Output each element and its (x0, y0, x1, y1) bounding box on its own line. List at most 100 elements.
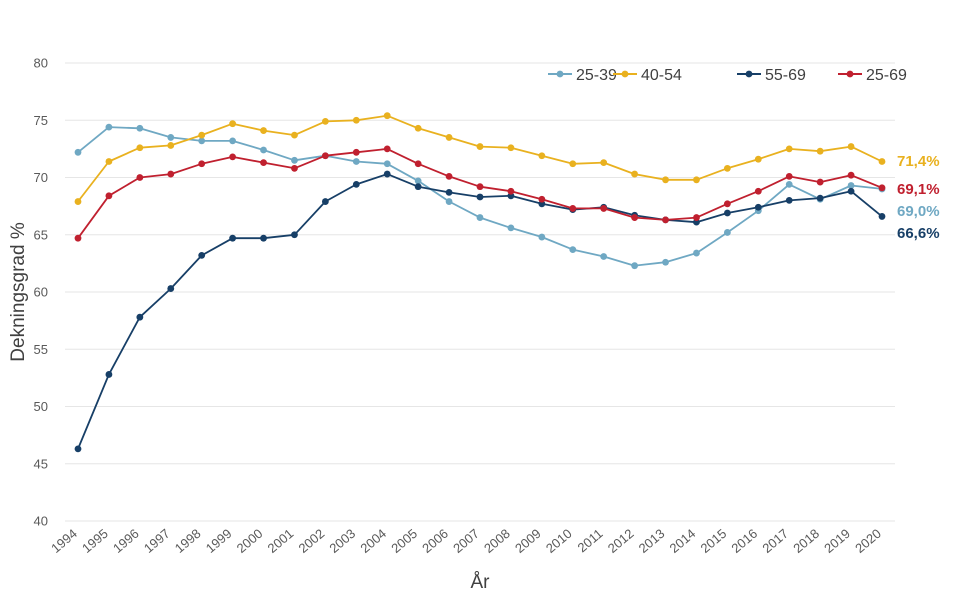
data-point (74, 445, 82, 453)
x-tick-label: 1999 (203, 526, 235, 556)
data-point (136, 124, 144, 132)
x-tick-label: 2004 (357, 526, 389, 556)
legend-marker (745, 70, 753, 78)
y-tick-label: 45 (34, 456, 48, 471)
x-tick-label: 1996 (110, 526, 142, 556)
data-point (538, 152, 546, 160)
data-point (198, 137, 206, 145)
x-tick-label: 1997 (141, 526, 173, 556)
data-point (229, 234, 237, 242)
y-tick-label: 55 (34, 342, 48, 357)
x-tick-label: 2012 (605, 526, 637, 556)
series-40-54 (74, 112, 886, 205)
x-tick-label: 2002 (296, 526, 328, 556)
x-tick-label: 2011 (575, 526, 606, 555)
x-tick-label: 2006 (419, 526, 451, 556)
data-point (414, 183, 422, 191)
legend-item-55-69: 55-69 (737, 67, 806, 84)
data-point (198, 160, 206, 168)
data-point (136, 144, 144, 152)
data-point (352, 116, 360, 124)
data-point (723, 209, 731, 217)
data-point (383, 160, 391, 168)
data-point (816, 178, 824, 186)
series-25-39 (74, 123, 886, 270)
data-point (723, 200, 731, 208)
x-tick-label: 1994 (48, 526, 80, 556)
data-point (476, 143, 484, 150)
data-point (785, 145, 793, 153)
data-point (847, 171, 855, 179)
x-tick-label: 2016 (728, 526, 760, 556)
legend-label: 55-69 (765, 67, 806, 84)
legend-marker (556, 70, 564, 78)
data-point (414, 160, 422, 168)
x-tick-label: 2015 (698, 526, 730, 556)
data-point (198, 131, 206, 139)
x-tick-label: 1995 (79, 526, 111, 556)
data-point (105, 192, 113, 200)
data-point (105, 371, 113, 378)
data-point (476, 214, 484, 221)
data-point (291, 164, 298, 172)
data-point (321, 117, 329, 125)
series-55-69 (74, 170, 886, 453)
data-point (754, 203, 762, 211)
data-point (414, 177, 422, 185)
data-point (445, 172, 453, 180)
y-tick-label: 40 (34, 514, 48, 529)
data-point (816, 147, 824, 155)
end-label-25-69: 69,1% (897, 181, 940, 198)
legend-marker (621, 70, 629, 78)
data-point (693, 176, 700, 184)
data-point (291, 156, 298, 164)
x-tick-label: 1998 (172, 526, 204, 556)
data-point (476, 193, 484, 201)
data-point (569, 246, 577, 254)
y-tick-label: 50 (34, 399, 48, 414)
data-point (167, 170, 175, 178)
data-point (352, 148, 360, 156)
data-point (74, 234, 82, 242)
data-point (383, 112, 391, 120)
end-label-25-39: 69,0% (897, 203, 940, 220)
series-25-69 (74, 145, 886, 242)
data-point (74, 198, 82, 205)
data-point (600, 159, 608, 167)
data-point (723, 229, 731, 236)
data-point (105, 158, 113, 165)
x-axis-title: År (471, 572, 491, 593)
data-point (662, 216, 669, 224)
data-point (785, 172, 793, 180)
legend-item-40-54: 40-54 (613, 67, 682, 84)
end-label-40-54: 71,4% (897, 153, 940, 170)
series-lines (74, 112, 886, 453)
legend: 25-39 40-54 55-69 25-69 (548, 67, 907, 84)
x-tick-label: 2001 (265, 526, 297, 556)
y-axis-ticks: 40 45 50 55 60 65 70 75 80 (34, 56, 48, 529)
x-tick-label: 2009 (512, 526, 544, 556)
y-tick-label: 65 (34, 227, 48, 242)
data-point (291, 231, 298, 239)
data-point (600, 205, 608, 212)
y-tick-label: 60 (34, 285, 48, 300)
x-tick-label: 2017 (759, 526, 791, 556)
end-labels: 69,0% 71,4% 66,6% 69,1% (897, 153, 940, 242)
data-point (507, 144, 515, 152)
legend-label: 25-69 (866, 67, 907, 84)
legend-label: 40-54 (641, 67, 682, 84)
data-point (600, 253, 608, 260)
data-point (662, 258, 669, 266)
x-tick-label: 2020 (852, 526, 884, 556)
x-tick-label: 2018 (790, 526, 822, 556)
y-tick-label: 75 (34, 113, 48, 128)
x-tick-label: 2013 (636, 526, 668, 556)
data-point (878, 158, 886, 165)
data-point (321, 198, 329, 205)
data-point (847, 182, 855, 189)
data-point (352, 158, 360, 165)
data-point (229, 120, 237, 128)
y-tick-label: 80 (34, 56, 48, 71)
